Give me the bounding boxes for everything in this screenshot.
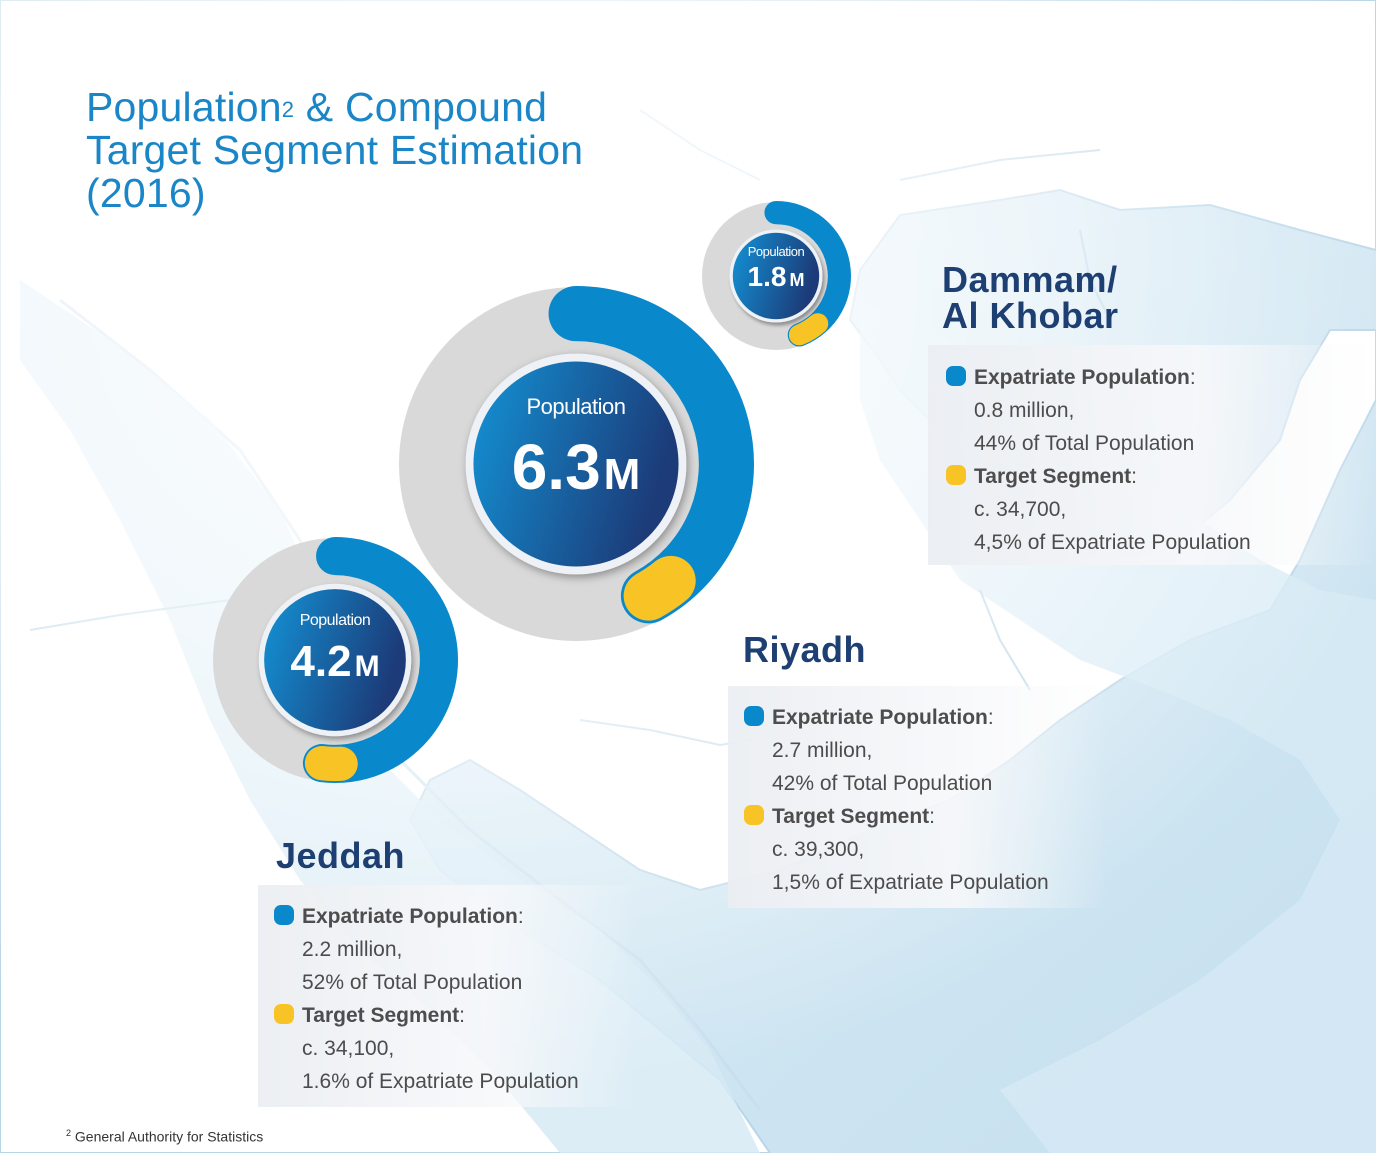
donut-dammam: Population 1.8 M [701, 201, 851, 351]
population-number: 1.8 [747, 261, 787, 293]
population-value: 1.8 M [701, 263, 851, 296]
target-segment-arc [304, 745, 358, 782]
population-label: Population [747, 244, 805, 260]
infobox-jeddah: Expatriate Population: 2.2 million, 52% … [258, 885, 638, 1107]
expatriate-label: Expatriate Population: [772, 706, 994, 729]
target-value: c. 34,100, [302, 1037, 395, 1060]
target-bullet [274, 1004, 294, 1024]
expatriate-share: 44% of Total Population [974, 432, 1195, 455]
expatriate-value: 2.7 million, [772, 739, 873, 762]
target-share: 4,5% of Expatriate Population [974, 531, 1251, 554]
expatriate-bullet [946, 366, 966, 386]
donut-jeddah: Population 4.2 M [212, 537, 458, 783]
target-value: c. 39,300, [772, 838, 865, 861]
target-value: c. 34,700, [974, 498, 1067, 521]
expatriate-value: 2.2 million, [302, 938, 403, 961]
title-line-3: (2016) [86, 170, 206, 216]
target-segment-arc [788, 313, 829, 346]
expatriate-arc [548, 286, 754, 624]
footnote: 2 General Authority for Statistics [66, 1128, 264, 1145]
population-label: Population [299, 611, 371, 629]
city-name-dammam: Dammam/ Al Khobar [942, 259, 1119, 336]
population-unit: M [603, 450, 641, 500]
target-share: 1.6% of Expatriate Population [302, 1070, 579, 1093]
target-share: 1,5% of Expatriate Population [772, 871, 1049, 894]
population-number: 4.2 [290, 637, 352, 687]
donut-center [473, 361, 679, 567]
population-number: 6.3 [511, 431, 601, 504]
infobox-dammam: Expatriate Population: 0.8 million, 44% … [928, 345, 1376, 565]
expatriate-label: Expatriate Population: [302, 905, 524, 928]
infobox-riyadh: Expatriate Population: 2.7 million, 42% … [728, 686, 1108, 908]
target-bullet [946, 465, 966, 485]
title-footnote-marker: 2 [281, 97, 295, 122]
city-name-jeddah: Jeddah [276, 835, 406, 876]
donut-svg [702, 201, 851, 350]
donut-svg [399, 286, 754, 641]
donut-svg [213, 537, 458, 783]
population-label: Population [526, 394, 626, 420]
target-label: Target Segment: [302, 1004, 465, 1027]
chart-title: Population2 & Compound Target Segment Es… [86, 86, 583, 215]
expatriate-bullet [744, 706, 764, 726]
population-value: 6.3M [398, 435, 754, 517]
population-unit: M [354, 650, 380, 684]
population-unit: M [789, 270, 805, 291]
population-value: 4.2 M [212, 640, 458, 694]
donut-center [732, 232, 820, 320]
expatriate-share: 42% of Total Population [772, 772, 993, 795]
city-name-riyadh: Riyadh [743, 629, 867, 670]
target-label: Target Segment: [974, 465, 1137, 488]
title-line-1: Population2 & Compound [86, 84, 548, 130]
expatriate-share: 52% of Total Population [302, 971, 523, 994]
expatriate-label: Expatriate Population: [974, 366, 1196, 389]
expatriate-value: 0.8 million, [974, 399, 1075, 422]
title-line-2: Target Segment Estimation [86, 127, 584, 173]
donut-riyadh: Population 6.3M [398, 286, 754, 642]
target-segment-arc [623, 555, 696, 621]
target-bullet [744, 805, 764, 825]
donut-center [264, 589, 406, 731]
target-label: Target Segment: [772, 805, 935, 828]
expatriate-arc [302, 537, 458, 783]
expatriate-bullet [274, 905, 294, 925]
